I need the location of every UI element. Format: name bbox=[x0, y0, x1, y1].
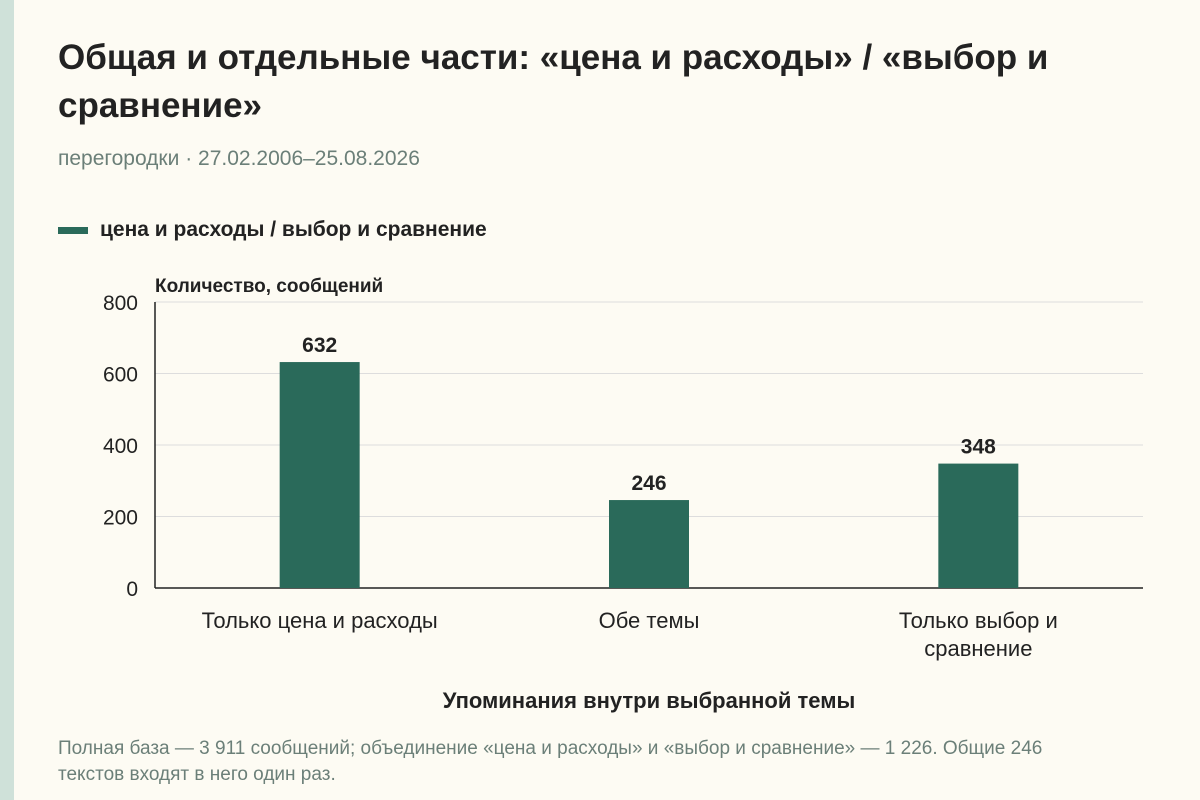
bar-value-label: 632 bbox=[302, 334, 337, 357]
x-axis-label: Упоминания внутри выбранной темы bbox=[443, 688, 856, 713]
legend-swatch bbox=[58, 226, 88, 234]
chart-subtitle: перегородки · 27.02.2006–25.08.2026 bbox=[58, 147, 420, 170]
bar bbox=[609, 500, 689, 588]
bar bbox=[938, 463, 1019, 588]
bar bbox=[279, 362, 360, 588]
x-tick-label-line: Обе темы bbox=[599, 608, 700, 633]
y-tick-label: 800 bbox=[103, 292, 138, 315]
legend: цена и расходы / выбор и сравнение bbox=[58, 218, 487, 242]
x-tick-label: Только выбор и сравнение bbox=[899, 608, 1058, 661]
x-tick-label-line: сравнение bbox=[924, 636, 1032, 661]
bar-value-label: 246 bbox=[631, 472, 666, 495]
y-tick-label: 200 bbox=[103, 507, 138, 530]
x-tick-label: Обе темы bbox=[599, 608, 700, 633]
x-tick-label-line: Только выбор и bbox=[899, 608, 1058, 633]
x-tick-label: Только цена и расходы bbox=[202, 608, 438, 633]
footnote: Полная база — 3 911 сообщений; объединен… bbox=[58, 738, 1043, 785]
accent-strip bbox=[0, 0, 14, 800]
bar-value-label: 348 bbox=[961, 436, 996, 459]
y-tick-label: 400 bbox=[103, 435, 138, 458]
y-tick-label: 0 bbox=[126, 578, 138, 601]
chart-title: Общая и отдельные части: «цена и расходы… bbox=[58, 38, 1049, 125]
y-tick-label: 600 bbox=[103, 364, 138, 387]
legend-label: цена и расходы / выбор и сравнение bbox=[100, 218, 487, 241]
y-axis-label: Количество, сообщений bbox=[155, 276, 383, 297]
x-tick-label-line: Только цена и расходы bbox=[202, 608, 438, 633]
bar-chart: 0 200 400 600 800 Количество, сообщений 632 Тол… bbox=[103, 276, 1143, 713]
